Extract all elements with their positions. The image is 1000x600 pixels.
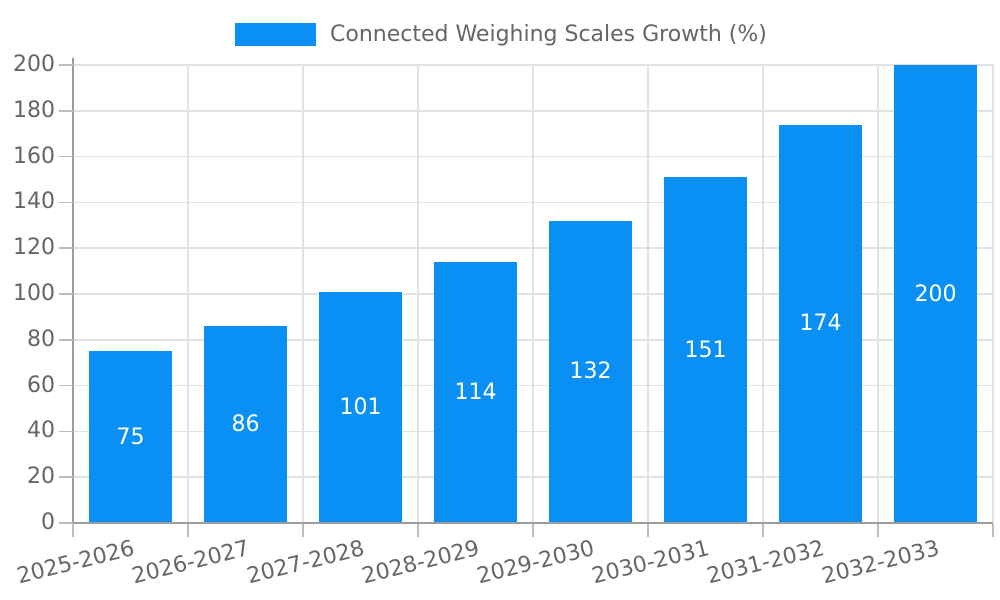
y-axis-label: 120 [13, 235, 55, 261]
y-tick [59, 201, 73, 204]
x-gridline [532, 65, 534, 523]
legend-item[interactable]: Connected Weighing Scales Growth (%) [235, 22, 767, 47]
x-tick [187, 524, 189, 537]
x-tick [302, 524, 304, 537]
x-gridline [647, 65, 649, 523]
y-axis-label: 20 [27, 464, 55, 490]
x-gridline [302, 65, 304, 523]
y-tick [59, 430, 73, 433]
x-tick [647, 524, 649, 537]
y-axis-label: 60 [27, 372, 55, 398]
y-axis-label: 140 [13, 189, 55, 215]
y-tick [59, 293, 73, 295]
x-axis-label: 2025-2026 [14, 536, 137, 590]
bar-value-label: 101 [339, 394, 382, 420]
bar[interactable]: 132 [549, 220, 632, 523]
bar-value-label: 132 [569, 359, 612, 385]
y-tick [59, 522, 73, 524]
plot-area: 75 86 101 114 132 151 174 200 [73, 64, 994, 523]
bar[interactable]: 174 [779, 124, 862, 523]
bar-value-label: 75 [116, 424, 145, 450]
bar[interactable]: 86 [204, 326, 287, 523]
bar[interactable]: 114 [434, 261, 517, 523]
x-axis-label: 2028-2029 [359, 536, 482, 590]
x-axis-label: 2027-2028 [244, 536, 367, 590]
x-axis-label: 2032-2033 [819, 536, 942, 590]
x-tick [417, 524, 419, 537]
x-gridline [187, 65, 189, 523]
x-gridline [762, 65, 764, 523]
y-axis-label: 0 [41, 510, 55, 535]
legend-label: Connected Weighing Scales Growth (%) [330, 22, 767, 47]
y-tick [59, 247, 73, 249]
y-axis-label: 180 [13, 97, 55, 123]
bar-value-label: 151 [684, 337, 727, 363]
x-axis-label: 2029-2030 [474, 536, 597, 590]
y-axis-label: 80 [27, 326, 55, 352]
y-tick [59, 155, 73, 158]
x-axis-label: 2026-2027 [129, 536, 252, 590]
bar[interactable]: 75 [89, 351, 172, 523]
bar[interactable]: 101 [319, 291, 402, 523]
y-tick [59, 64, 73, 66]
y-axis-label: 100 [13, 281, 55, 306]
x-axis-label: 2031-2032 [704, 536, 827, 590]
bar-value-label: 86 [231, 412, 260, 438]
y-tick [59, 110, 73, 112]
y-tick [59, 476, 73, 478]
bar[interactable]: 151 [664, 177, 747, 523]
x-tick [877, 524, 879, 537]
x-tick [72, 524, 74, 537]
legend-swatch [235, 23, 316, 46]
bar-value-label: 200 [914, 281, 957, 307]
y-tick [59, 339, 73, 341]
y-tick [59, 384, 73, 387]
x-gridline [992, 65, 994, 523]
y-axis-label: 200 [13, 52, 55, 77]
y-axis-label: 160 [13, 143, 55, 169]
x-gridline [877, 65, 879, 523]
bar[interactable]: 200 [894, 65, 977, 523]
bar-value-label: 114 [454, 379, 497, 405]
x-gridline [417, 65, 419, 523]
x-tick [532, 524, 534, 537]
x-tick [762, 524, 764, 537]
x-tick [992, 524, 994, 537]
x-axis-line [73, 522, 993, 524]
x-axis-label: 2030-2031 [589, 536, 712, 590]
y-axis-label: 40 [27, 418, 55, 444]
y-axis-line [71, 58, 74, 537]
bar-value-label: 174 [799, 311, 842, 337]
